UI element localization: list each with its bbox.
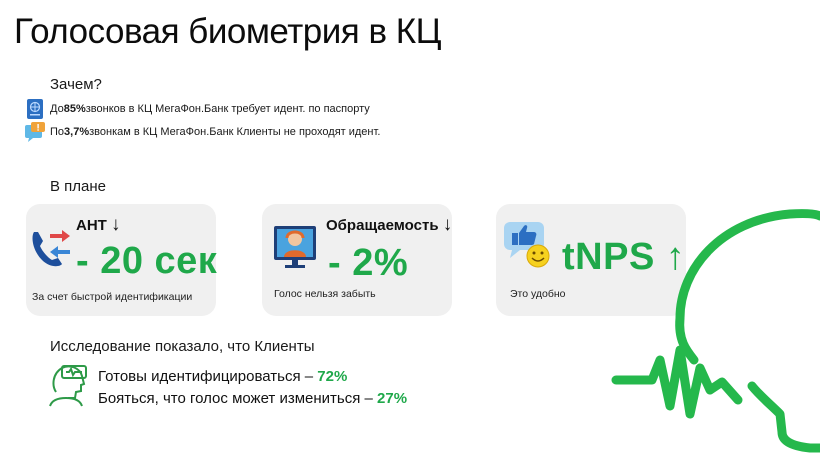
- research-line-2: Бояться, что голос может измениться – 27…: [98, 390, 407, 407]
- plan-card-calls-title: Обращаемость ↓: [326, 214, 452, 236]
- plan-card-aht-caption: За счет быстрой идентификации: [32, 291, 193, 303]
- plan-card-tnps-value-text: tNPS: [562, 236, 655, 278]
- operator-monitor-icon: [272, 222, 320, 277]
- down-arrow-icon: ↓: [111, 214, 121, 235]
- plan-card-calls-caption: Голос нельзя забыть: [274, 288, 376, 300]
- why-heading: Зачем?: [50, 76, 102, 93]
- up-arrow-icon: ↑: [665, 236, 686, 278]
- plan-card-calls-value: - 2%: [328, 242, 409, 284]
- why-item-1-prefix: До: [50, 103, 64, 115]
- phone-transfer-icon: [28, 226, 72, 275]
- why-item-2: По 3,7% звонкам в КЦ МегаФон.Банк Клиент…: [24, 121, 380, 143]
- plan-card-aht-value: - 20 сек: [76, 240, 218, 282]
- page-title: Голосовая биометрия в КЦ: [14, 12, 442, 51]
- down-arrow-icon: ↓: [442, 214, 453, 235]
- plan-card-calls-title-text: Обращаемость: [326, 217, 439, 234]
- plan-card-tnps: tNPS ↑ Это удобно: [496, 204, 686, 316]
- why-item-2-text: звонкам в КЦ МегаФон.Банк Клиенты не про…: [89, 126, 381, 138]
- chat-warning-icon: [24, 121, 46, 143]
- plan-card-calls: Обращаемость ↓ - 2% Голос нельзя забыть: [262, 204, 452, 316]
- research-line-1: Готовы идентифицироваться – 72%: [98, 368, 347, 385]
- research-line-2-text: Бояться, что голос может измениться –: [98, 390, 378, 407]
- why-item-1: До 85% звонков в КЦ МегаФон.Банк требует…: [24, 98, 370, 120]
- why-item-1-highlight: 85%: [63, 103, 86, 115]
- why-item-2-prefix: По: [50, 126, 65, 138]
- research-line-1-value: 72%: [317, 368, 348, 385]
- research-heading: Исследование показало, что Клиенты: [50, 338, 315, 355]
- plan-heading: В плане: [50, 178, 107, 195]
- plan-card-tnps-value: tNPS ↑: [562, 236, 685, 279]
- why-item-1-text: звонков в КЦ МегаФон.Банк требует идент.…: [85, 103, 370, 115]
- plan-card-tnps-caption: Это удобно: [510, 288, 566, 300]
- research-line-2-value: 27%: [377, 390, 408, 407]
- plan-card-aht: АНТ ↓ - 20 сек За счет быстрой идентифик…: [26, 204, 218, 316]
- research-line-1-text: Готовы идентифицироваться –: [98, 368, 318, 385]
- thumbs-up-smiley-icon: [504, 218, 552, 275]
- voice-head-icon: [610, 200, 820, 466]
- why-item-2-highlight: 3,7%: [64, 126, 90, 138]
- passport-icon: [24, 98, 46, 120]
- plan-card-aht-title: АНТ ↓: [76, 214, 121, 236]
- speaking-person-icon: [48, 362, 92, 413]
- plan-card-aht-title-text: АНТ: [76, 217, 107, 234]
